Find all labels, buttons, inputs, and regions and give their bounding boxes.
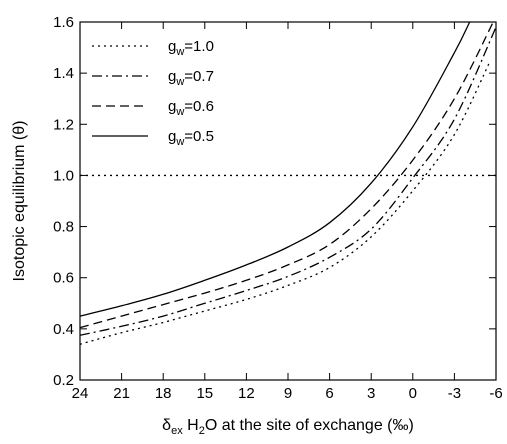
x-tick-label: 12 <box>238 385 255 402</box>
legend-label-sub: w <box>175 76 184 88</box>
y-tick-label: 0.8 <box>53 219 74 236</box>
plot-area <box>79 21 497 381</box>
y-tick-label: 1.6 <box>53 14 74 31</box>
x-tick-label: 3 <box>367 385 375 402</box>
x-axis-title-delta: δ <box>162 417 171 434</box>
legend-label-value: =0.5 <box>184 128 214 145</box>
series-line-2 <box>79 26 497 336</box>
y-tick-label: 1.4 <box>53 65 74 82</box>
axis-ticks: 24 21 18 15 12 9 6 3 0 -3 -6 0.2 0.4 0.6 0.8 1.0 1.2 1.4 1… <box>53 14 503 402</box>
x-axis-title-h: H <box>183 417 199 434</box>
legend-label-value: =0.7 <box>184 68 214 85</box>
legend-label: gw=0.6 <box>168 98 214 118</box>
legend-label: gw=0.7 <box>168 68 214 88</box>
y-axis-title: Isotopic equilibrium (θ) <box>11 121 28 282</box>
legend-label-sub: w <box>175 106 184 118</box>
x-axis-title: δex H2O at the site of exchange (‰) <box>162 417 414 437</box>
legend-label-g: g <box>168 38 176 55</box>
legend-label: gw=0.5 <box>168 128 214 148</box>
x-tick-label: 18 <box>155 385 172 402</box>
series-layer <box>79 21 497 345</box>
legend-label-g: g <box>168 68 176 85</box>
x-tick-label: 15 <box>196 385 213 402</box>
legend-label-g: g <box>168 128 176 145</box>
legend-label-sub: w <box>175 46 184 58</box>
x-tick-label: 9 <box>284 385 292 402</box>
x-tick-label: 6 <box>325 385 333 402</box>
plot-frame <box>79 21 497 381</box>
x-tick-label: -3 <box>448 385 461 402</box>
legend-label: gw=1.0 <box>168 38 214 58</box>
y-tick-label: 1.2 <box>53 116 74 133</box>
x-axis-title-sub: ex <box>171 425 183 437</box>
y-tick-label: 0.2 <box>53 372 74 389</box>
series-line-1 <box>79 60 492 345</box>
x-axis-title-sub2: 2 <box>199 425 205 437</box>
x-tick-label: 0 <box>409 385 417 402</box>
series-line-3 <box>79 21 494 329</box>
legend-label-g: g <box>168 98 176 115</box>
y-tick-label: 0.4 <box>53 321 74 338</box>
y-tick-label: 1.0 <box>53 167 74 184</box>
x-tick-label: 21 <box>113 385 130 402</box>
series-line-4 <box>79 21 471 317</box>
legend-label-sub: w <box>175 136 184 148</box>
x-tick-label: -6 <box>489 385 502 402</box>
y-tick-label: 0.6 <box>53 270 74 287</box>
legend-label-value: =0.6 <box>184 98 214 115</box>
x-axis-title-rest: O at the site of exchange (‰) <box>205 417 414 434</box>
legend: gw=1.0gw=0.7gw=0.6gw=0.5 <box>92 38 214 148</box>
legend-label-value: =1.0 <box>184 38 214 55</box>
x-tick-label: 24 <box>72 385 89 402</box>
